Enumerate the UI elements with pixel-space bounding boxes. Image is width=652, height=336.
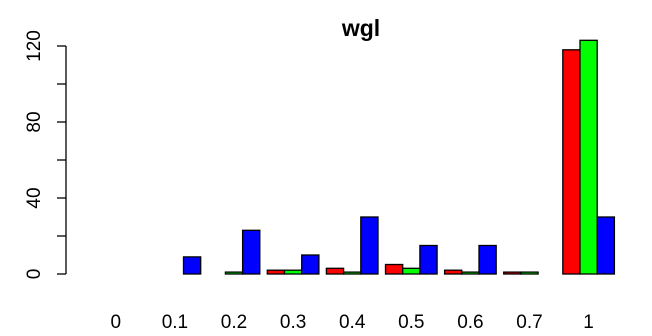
bar-0.6-series-2: [461, 271, 480, 275]
y-tick-label: 80: [24, 111, 45, 132]
bar-0.2-series-2: [224, 271, 244, 275]
bar-0.4-series-2: [342, 271, 362, 275]
bar-1-series-1: [562, 49, 581, 275]
x-tick-label: 0.3: [280, 312, 306, 333]
bar-0.7-series-2: [520, 271, 539, 275]
bar-0.7-series-1: [503, 271, 522, 275]
bar-0.6-series-1: [443, 269, 463, 275]
x-tick-label: 0.4: [339, 312, 366, 333]
x-tick-label: 0.2: [221, 312, 247, 333]
bar-0.4-series-1: [325, 267, 345, 275]
bar-1-series-2: [579, 39, 598, 275]
x-tick-label: 0.7: [516, 312, 542, 333]
bar-0.1-series-3: [182, 256, 202, 275]
bar-0.6-series-3: [478, 244, 497, 275]
y-tick-label: 120: [24, 30, 45, 62]
y-tick-label: 40: [24, 187, 45, 208]
bar-0.5-series-2: [402, 267, 421, 275]
x-tick-label: 0.6: [457, 312, 483, 333]
y-tick-label: 0: [24, 269, 45, 280]
bar-0.5-series-3: [419, 244, 438, 275]
bar-0.2-series-3: [241, 229, 261, 275]
y-axis: 0 40 80 120: [24, 30, 67, 280]
x-tick-label: 1: [583, 312, 594, 333]
chart-title: wgl: [341, 15, 380, 41]
x-tick-label: 0: [111, 312, 122, 333]
bar-0.3-series-3: [301, 254, 320, 275]
x-tick-label: 0.1: [162, 312, 188, 333]
bars: [182, 39, 616, 275]
bar-0.3-series-1: [266, 269, 286, 275]
bar-0.3-series-2: [283, 269, 303, 275]
bar-0.5-series-1: [384, 263, 404, 275]
x-tick-label: 0.5: [398, 312, 424, 333]
bar-0.4-series-3: [360, 216, 379, 275]
x-axis-labels: 0 0.1 0.2 0.3 0.4 0.5 0.6 0.7 1: [111, 312, 594, 333]
bar-1-series-3: [596, 216, 616, 275]
